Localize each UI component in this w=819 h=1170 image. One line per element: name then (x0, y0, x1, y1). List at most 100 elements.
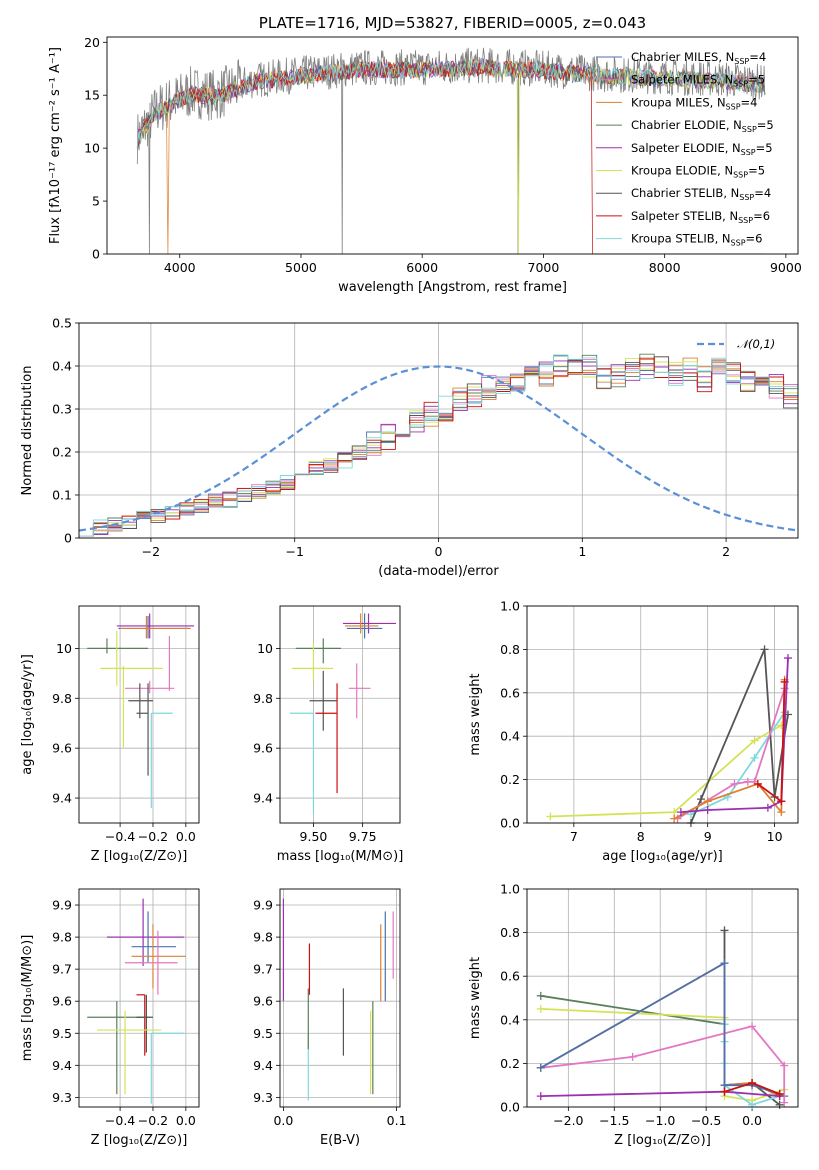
weight-marker (763, 803, 772, 812)
y-tick-label: 9.8 (52, 691, 72, 706)
x-tick-label: −0.4 (105, 1113, 135, 1128)
y-tick-label: 0.6 (500, 969, 520, 984)
mass-vs-EBV-frame (279, 888, 401, 1108)
residuals-axes: −2 −1 0 1 2 0 0.1 0.2 0.3 0.4 0.5 (data-model)/erro… (20, 316, 798, 579)
weight-marker (780, 1061, 789, 1070)
x-tick-label: 0.0 (176, 1113, 196, 1128)
x-tick-label: −0.5 (691, 1113, 721, 1128)
y-tick-label: 9.4 (253, 791, 273, 806)
y-tick-label: 9.3 (253, 1090, 273, 1105)
legend-entry: Salpeter STELIB, NSSP=6 (631, 209, 770, 225)
x-tick-label: 10 (767, 829, 783, 844)
spectrum-frame (106, 36, 799, 255)
x-tick-label: 0.0 (742, 1113, 762, 1128)
x-axis-label: wavelength [Angstrom, rest frame] (338, 280, 567, 295)
y-axis-label: mass weight (468, 957, 483, 1039)
x-axis-label: (data-model)/error (378, 564, 499, 579)
weight-marker (748, 1100, 757, 1109)
x-tick-label: 4000 (164, 260, 196, 275)
x-axis-label: Z [log₁₀(Z/Z⊙)] (91, 849, 188, 864)
y-tick-label: 9.6 (52, 994, 72, 1009)
weight-vs-Z-axes: −2.0 −1.5 −1.0 −0.5 0.0 0.0 0.2 0.4 0.6 0.8 1.0 Z [… (468, 882, 798, 1148)
y-tick-label: 9.5 (253, 1026, 273, 1041)
weight-vs-Z-frame (526, 888, 799, 1108)
weight-marker (780, 677, 789, 686)
weight-marker (720, 1087, 729, 1096)
weight-marker (703, 805, 712, 814)
residuals-frame (78, 322, 799, 539)
y-tick-label: 10 (56, 641, 72, 656)
errorbar-point (100, 630, 163, 686)
x-tick-label: 1 (578, 544, 586, 559)
errorbar-point (315, 683, 338, 794)
x-tick-label: 5000 (285, 260, 317, 275)
errorbar-point (136, 683, 149, 776)
errorbar-point (87, 1001, 150, 1095)
spectrum-model-line (136, 58, 765, 149)
y-tick-label: 9.3 (52, 1090, 72, 1105)
y-tick-label: 0.0 (500, 816, 520, 831)
x-tick-label: 0.0 (176, 829, 196, 844)
legend-entry: Chabrier ELODIE, NSSP=5 (631, 118, 774, 134)
errorbar-point (150, 712, 173, 809)
y-tick-label: 0.2 (500, 772, 520, 787)
legend-entry: Kroupa MILES, NSSP=4 (631, 95, 757, 111)
weight-marker (775, 1100, 784, 1109)
x-axis-label: E(B-V) (320, 1133, 360, 1148)
x-tick-label: 0.1 (387, 1113, 407, 1128)
y-tick-label: 15 (84, 88, 100, 103)
errorbar-point (87, 638, 149, 654)
errorbar-point (125, 930, 178, 995)
errorbar-point (342, 613, 397, 634)
y-tick-label: 9.6 (253, 741, 273, 756)
x-axis-label: mass [log₁₀(M/M⊙)] (277, 849, 404, 864)
y-tick-label: 9.4 (52, 1058, 72, 1073)
weight-marker (670, 814, 679, 823)
y-tick-label: 1.0 (500, 599, 520, 614)
y-tick-label: 9.4 (253, 1058, 273, 1073)
errorbar-point (295, 638, 341, 664)
y-tick-label: 0 (92, 247, 100, 262)
legend-entry: Kroupa STELIB, NSSP=6 (631, 232, 762, 248)
x-tick-label: 9.75 (349, 829, 377, 844)
weight-marker (753, 779, 762, 788)
age-vs-mass-frame (279, 605, 401, 824)
weight-vs-age-axes: 7 8 9 10 0.0 0.2 0.4 0.6 0.8 1.0 age [log₁₀(age/yr… (468, 599, 798, 864)
y-axis-label: Flux [fλ10⁻¹⁷ erg cm⁻² s⁻¹ A⁻¹] (48, 47, 63, 244)
weight-line (550, 724, 782, 818)
errorbar-point (131, 911, 176, 963)
y-tick-label: 0.4 (500, 729, 520, 744)
chart-title: PLATE=1716, MJD=53827, FIBERID=0005, z=0… (259, 14, 646, 32)
x-tick-label: 8000 (649, 260, 681, 275)
age-vs-Z-frame (78, 605, 200, 824)
weight-marker (536, 1063, 545, 1072)
weight-marker (748, 1079, 757, 1088)
y-tick-label: 9.7 (52, 962, 72, 977)
x-axis-label: age [log₁₀(age/yr)] (602, 849, 723, 864)
errorbar-point (150, 1032, 185, 1104)
x-tick-label: 7 (570, 829, 578, 844)
errorbar-point (120, 615, 191, 639)
x-tick-label: −2.0 (553, 1113, 583, 1128)
weight-marker (536, 1004, 545, 1013)
y-tick-label: 9.8 (52, 930, 72, 945)
y-tick-label: 0.4 (52, 359, 72, 374)
weight-marker (783, 654, 792, 663)
weight-marker (777, 808, 786, 817)
y-tick-label: 0.0 (500, 1100, 520, 1115)
x-tick-label: −0.2 (138, 829, 168, 844)
y-tick-label: 9.9 (52, 898, 72, 913)
mass-vs-Z-axes: −0.4 −0.2 0.0 9.3 9.4 9.5 9.6 9.7 9.8 9.9 Z [log₁₀… (20, 889, 199, 1148)
x-tick-label: 0.0 (273, 1113, 293, 1128)
spectrum-legend: Chabrier MILES, NSSP=4 Salpeter MILES, NS… (596, 50, 774, 248)
errorbar-point (97, 1010, 162, 1095)
weight-marker (775, 1089, 784, 1098)
x-tick-label: 9 (704, 829, 712, 844)
weight-marker (777, 797, 786, 806)
y-tick-label: 20 (84, 35, 100, 50)
spectrum-axes: 4000 5000 6000 7000 8000 9000 0 5 10 15 20 waveleng… (48, 35, 802, 295)
weight-marker (780, 1098, 789, 1107)
weight-marker (750, 736, 759, 745)
gaussian-curve (79, 365, 798, 532)
